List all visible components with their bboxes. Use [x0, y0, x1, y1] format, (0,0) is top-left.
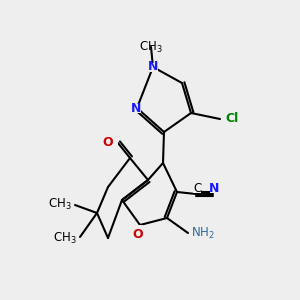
- Bar: [108, 139, 118, 148]
- Bar: [131, 103, 141, 112]
- Text: O: O: [102, 136, 113, 149]
- Text: Cl: Cl: [225, 112, 238, 125]
- Text: CH$_3$: CH$_3$: [53, 230, 77, 245]
- Text: O: O: [133, 228, 143, 241]
- Bar: [193, 185, 201, 193]
- Text: N: N: [148, 59, 158, 73]
- Bar: [133, 224, 143, 233]
- Text: C: C: [193, 182, 201, 196]
- Text: N: N: [209, 182, 219, 196]
- Text: N: N: [131, 101, 141, 115]
- Bar: [148, 62, 158, 71]
- Text: CH$_3$: CH$_3$: [48, 196, 72, 211]
- Text: NH$_2$: NH$_2$: [191, 226, 215, 241]
- Bar: [210, 185, 218, 193]
- Text: CH$_3$: CH$_3$: [139, 39, 163, 55]
